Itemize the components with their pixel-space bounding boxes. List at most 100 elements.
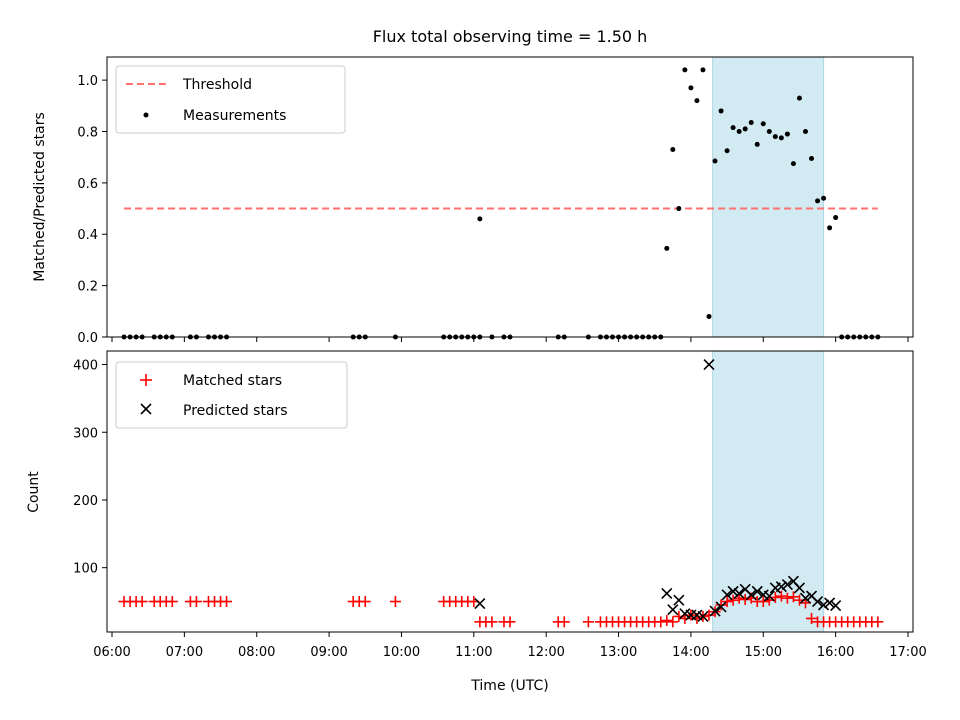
- predicted-star-point: [727, 585, 739, 597]
- bottom-y-tick-label: 400: [73, 359, 98, 374]
- top-y-tick-label: 0.2: [77, 280, 98, 295]
- matched-star-point: [715, 599, 727, 611]
- matched-star-point: [504, 616, 516, 628]
- top-plot-frame: [106, 56, 914, 338]
- top-y-tick-label: 0.8: [77, 125, 98, 140]
- matched-star-point: [721, 596, 733, 608]
- predicted-star-point: [830, 600, 842, 612]
- measurement-point: [700, 67, 706, 73]
- measurement-point: [706, 313, 712, 319]
- top-observing-window: [712, 56, 825, 338]
- predicted-stars-series: [474, 358, 842, 622]
- matched-star-point: [806, 612, 818, 624]
- matched-star-point: [486, 616, 498, 628]
- x-tick-label: 09:00: [310, 645, 347, 660]
- bottom-panel: 100 200 300 400 06:00 07:00 08:00 09:00 10:00 11…: [26, 350, 927, 694]
- bottom-y-axis-label: Count: [26, 471, 42, 513]
- measurement-point: [754, 141, 760, 147]
- measurement-point: [815, 198, 821, 204]
- matched-star-point: [781, 592, 793, 604]
- measurement-point: [809, 155, 815, 161]
- measurement-point: [760, 121, 766, 127]
- x-tick-label: 10:00: [383, 645, 420, 660]
- measurement-point: [477, 216, 483, 222]
- matched-star-point: [359, 596, 371, 608]
- predicted-star-point: [781, 579, 793, 591]
- x-tick-label: 11:00: [455, 645, 492, 660]
- measurement-point: [688, 85, 694, 91]
- matched-stars-series: [118, 590, 884, 628]
- top-y-tick-label: 0.6: [77, 177, 98, 192]
- bottom-legend: Matched stars Predicted stars: [115, 361, 348, 429]
- measurement-point: [664, 245, 670, 251]
- x-tick-label: 13:00: [600, 645, 637, 660]
- top-x-axis-ticks: [111, 337, 909, 342]
- matched-star-point: [582, 616, 594, 628]
- measurement-point: [742, 126, 748, 132]
- legend-measurements-label: Measurements: [183, 108, 286, 124]
- matched-star-point: [166, 596, 178, 608]
- predicted-star-point: [745, 589, 757, 601]
- top-y-tick-label: 0.4: [77, 228, 98, 243]
- measurement-point: [718, 108, 724, 114]
- measurement-point: [778, 135, 784, 141]
- x-tick-label: 12:00: [527, 645, 564, 660]
- matched-star-point: [872, 616, 884, 628]
- measurement-point: [724, 148, 730, 154]
- predicted-star-point: [661, 587, 673, 599]
- measurement-point: [790, 161, 796, 167]
- top-y-axis-label: Matched/Predicted stars: [32, 112, 48, 282]
- x-tick-label: 15:00: [745, 645, 782, 660]
- matched-star-point: [389, 596, 401, 608]
- bottom-y-axis: 100 200 300 400: [73, 359, 107, 577]
- measurement-point: [821, 195, 827, 201]
- x-tick-label: 08:00: [238, 645, 275, 660]
- predicted-star-point: [733, 587, 745, 599]
- bottom-y-tick-label: 100: [73, 562, 98, 577]
- x-tick-label: 16:00: [817, 645, 854, 660]
- predicted-star-point: [721, 589, 733, 601]
- legend-predicted-label: Predicted stars: [183, 403, 288, 419]
- top-panel: 0.0 0.2 0.4 0.6 0.8 1.0 Matched/Predicted sta…: [32, 56, 914, 346]
- matched-star-point: [757, 596, 769, 608]
- measurement-point: [676, 206, 682, 212]
- matched-star-point: [190, 596, 202, 608]
- measurement-point: [670, 146, 676, 152]
- matched-star-point: [787, 591, 799, 603]
- predicted-star-point: [751, 585, 763, 597]
- bottom-legend-box: [115, 361, 348, 429]
- predicted-star-point: [763, 590, 775, 602]
- matched-star-point: [558, 616, 570, 628]
- chart-title: Flux total observing time = 1.50 h: [373, 27, 648, 46]
- bottom-x-axis: 06:00 07:00 08:00 09:00 10:00 11:00 12:00 13:00…: [93, 632, 927, 660]
- measurement-point: [736, 128, 742, 134]
- matched-star-point: [221, 596, 233, 608]
- bottom-observing-window: [712, 350, 825, 633]
- shaded-region: [712, 350, 825, 633]
- predicted-star-point: [673, 594, 685, 606]
- top-legend-box: [115, 65, 346, 134]
- legend-matched-swatch: [140, 374, 152, 386]
- bottom-plot-frame: [106, 350, 914, 633]
- bottom-y-tick-label: 200: [73, 494, 98, 509]
- predicted-star-point: [811, 595, 824, 608]
- predicted-star-point: [793, 582, 806, 594]
- matched-star-point: [739, 593, 751, 605]
- predicted-star-point: [799, 592, 812, 604]
- measurement-point: [827, 225, 833, 231]
- legend-matched-label: Matched stars: [183, 373, 282, 389]
- matched-star-point: [667, 616, 679, 628]
- x-tick-label: 14:00: [672, 645, 709, 660]
- matched-star-point: [655, 616, 667, 628]
- measurement-point: [712, 158, 718, 164]
- bottom-y-tick-label: 300: [73, 426, 98, 441]
- legend-predicted-swatch: [140, 403, 152, 415]
- measurement-point: [730, 125, 736, 131]
- x-tick-label: 07:00: [166, 645, 203, 660]
- measurement-point: [833, 215, 839, 221]
- x-tick-label: 06:00: [93, 645, 130, 660]
- matched-star-point: [136, 596, 148, 608]
- predicted-star-point: [824, 597, 836, 609]
- predicted-star-point: [474, 597, 486, 610]
